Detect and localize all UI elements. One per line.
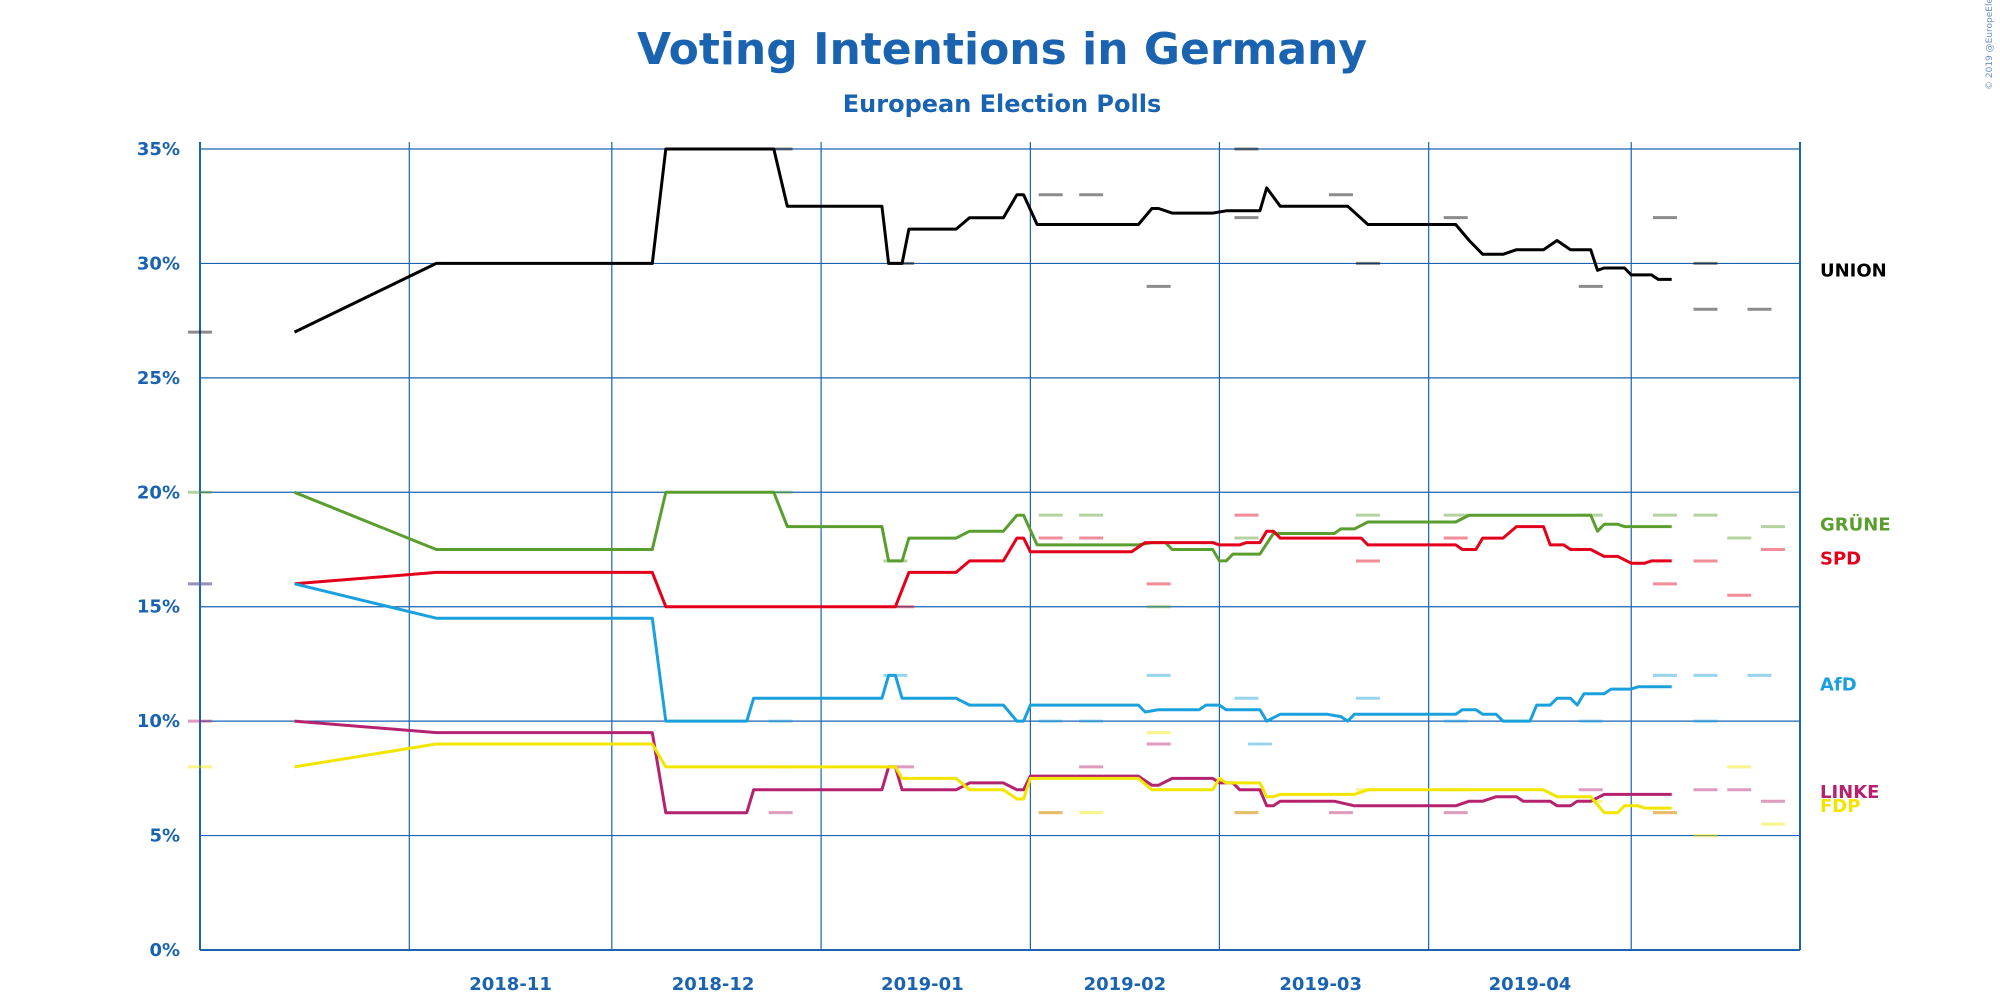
y-tick-label: 25% (137, 368, 180, 389)
series-line-union (293, 147, 1672, 334)
x-tick-label: 2019-02 (1084, 974, 1167, 995)
chart-title: Voting Intentions in Germany (637, 24, 1367, 75)
series-line-spd (294, 525, 1672, 609)
trend-lines (293, 147, 1672, 815)
y-tick-label: 35% (137, 139, 180, 160)
x-tick-label: 2018-11 (469, 974, 552, 995)
x-tick-label: 2019-04 (1489, 974, 1572, 995)
x-tick-label: 2019-03 (1279, 974, 1362, 995)
series-line-grune (293, 490, 1672, 563)
individual-polls (188, 147, 1785, 838)
series-label-spd: SPD (1820, 549, 1861, 570)
y-tick-label: 15% (137, 597, 180, 618)
x-tick-label: 2019-01 (881, 974, 964, 995)
series-line-linke (294, 719, 1672, 815)
series-line-afd (294, 582, 1672, 723)
y-tick-label: 5% (149, 826, 180, 847)
y-axis-ticks: 0% 5% 10% 15% 20% 25% 30% 35% (137, 139, 180, 961)
series-line-fdp (294, 742, 1672, 815)
y-tick-label: 20% (137, 482, 180, 503)
y-tick-label: 0% (149, 940, 180, 961)
copyright-notice: © 2019 @EuropeElects (1985, 0, 1995, 90)
series-label-grune: GRÜNE (1820, 513, 1891, 535)
series-label-linke: LINKE (1820, 782, 1879, 803)
series-label-union: UNION (1820, 260, 1887, 281)
chart-subtitle: European Election Polls (843, 90, 1161, 118)
x-axis-ticks: 2018-11 2018-12 2019-01 2019-02 2019-03 2019-… (469, 974, 1571, 995)
series-label-fdp: FDP (1820, 796, 1860, 817)
y-tick-label: 10% (137, 711, 180, 732)
x-tick-label: 2018-12 (672, 974, 755, 995)
y-tick-label: 30% (137, 253, 180, 274)
series-label-afd: AfD (1820, 675, 1857, 696)
